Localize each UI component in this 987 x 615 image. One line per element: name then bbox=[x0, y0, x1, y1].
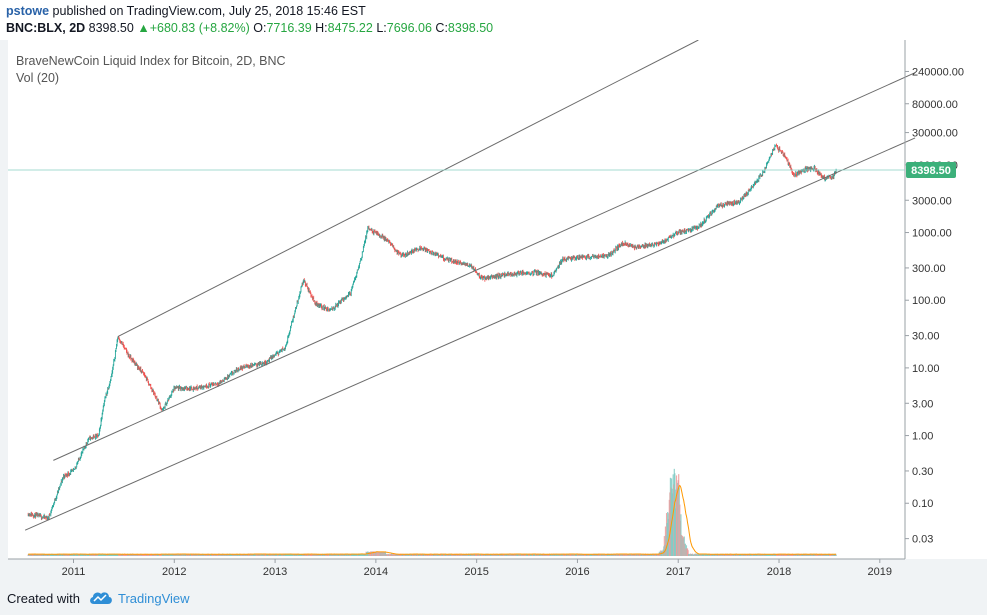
price-series bbox=[27, 143, 837, 521]
time-axis-ticks: 2011 2012 2013 2014 2015 2016 2017 2018 2019 bbox=[62, 559, 892, 578]
time-tick-label: 2017 bbox=[666, 566, 690, 578]
high-value: 8475.22 bbox=[327, 21, 373, 35]
low-label: L: bbox=[376, 21, 387, 35]
close-label: C: bbox=[435, 21, 448, 35]
price-tick-label: 300.00 bbox=[912, 263, 946, 275]
volume-pane bbox=[27, 468, 837, 556]
time-tick-label: 2011 bbox=[62, 566, 86, 578]
volume-bar bbox=[835, 554, 837, 556]
price-tick-label: 30.00 bbox=[912, 331, 940, 343]
price-tick-label: 30000.00 bbox=[912, 128, 958, 140]
published-text: published on TradingView.com, July 25, 2… bbox=[52, 4, 366, 18]
volume-ma-line bbox=[27, 484, 837, 555]
tradingview-link[interactable]: TradingView bbox=[118, 591, 190, 606]
price-tick-label: 80000.00 bbox=[912, 99, 958, 111]
time-tick-label: 2012 bbox=[162, 566, 186, 578]
channel-line[interactable] bbox=[53, 72, 916, 461]
price-tick-label: 0.03 bbox=[912, 534, 933, 546]
channel-line[interactable] bbox=[117, 40, 699, 338]
ohlc-readout: BNC:BLX, 2D 8398.50 ▲+680.83 (+8.82%) O:… bbox=[6, 21, 493, 35]
price-tick-label: 3000.00 bbox=[912, 195, 952, 207]
chart-title: BraveNewCoin Liquid Index for Bitcoin, 2… bbox=[16, 54, 286, 68]
volume-bar bbox=[384, 551, 387, 556]
price-tick-label: 100.00 bbox=[912, 295, 946, 307]
time-tick-label: 2013 bbox=[263, 566, 287, 578]
time-tick-label: 2014 bbox=[364, 566, 388, 578]
time-tick-label: 2016 bbox=[565, 566, 589, 578]
price-tick-label: 0.10 bbox=[912, 498, 933, 510]
price-tick-label: 1000.00 bbox=[912, 228, 952, 240]
chart-area[interactable]: 240000.0080000.0030000.0010000.003000.00… bbox=[0, 40, 987, 582]
price-tick-label: 0.30 bbox=[912, 466, 933, 478]
volume-legend: Vol (20) bbox=[16, 71, 59, 85]
publish-info: pstowe published on TradingView.com, Jul… bbox=[6, 4, 366, 18]
time-tick-label: 2015 bbox=[464, 566, 488, 578]
price-tick-label: 240000.00 bbox=[912, 66, 964, 78]
time-tick-label: 2019 bbox=[868, 566, 892, 578]
volume-bar bbox=[687, 550, 689, 556]
open-label: O: bbox=[253, 21, 267, 35]
close-value: 8398.50 bbox=[447, 21, 494, 35]
current-price-tag-label: 8398.50 bbox=[911, 165, 951, 177]
high-label: H: bbox=[315, 21, 328, 35]
footer: Created with TradingView bbox=[0, 582, 987, 615]
price-axis-ticks: 240000.0080000.0030000.0010000.003000.00… bbox=[905, 66, 964, 546]
open-value: 7716.39 bbox=[266, 21, 312, 35]
current-price-tag-box bbox=[906, 161, 956, 178]
price-change: +680.83 (+8.82%) bbox=[149, 21, 250, 35]
low-value: 7696.06 bbox=[386, 21, 432, 35]
tradingview-cloud-icon[interactable] bbox=[88, 590, 114, 606]
current-price-tag: 8398.50 bbox=[8, 161, 956, 178]
channel-drawings[interactable] bbox=[24, 40, 916, 531]
time-tick-label: 2018 bbox=[767, 566, 791, 578]
plot-background bbox=[8, 40, 905, 559]
price-tick-label: 3.00 bbox=[912, 398, 933, 410]
up-arrow-icon: ▲ bbox=[137, 21, 150, 35]
chart-header: pstowe published on TradingView.com, Jul… bbox=[0, 0, 987, 40]
author-link[interactable]: pstowe bbox=[6, 4, 50, 18]
price-axis[interactable] bbox=[905, 40, 987, 559]
price-tick-label: 10.00 bbox=[912, 363, 940, 375]
symbol-label: BNC:BLX, 2D bbox=[6, 21, 86, 35]
price-tick-label: 1.00 bbox=[912, 431, 933, 443]
channel-line[interactable] bbox=[24, 137, 916, 531]
last-price: 8398.50 bbox=[88, 21, 134, 35]
created-with-text: Created with bbox=[7, 591, 80, 606]
